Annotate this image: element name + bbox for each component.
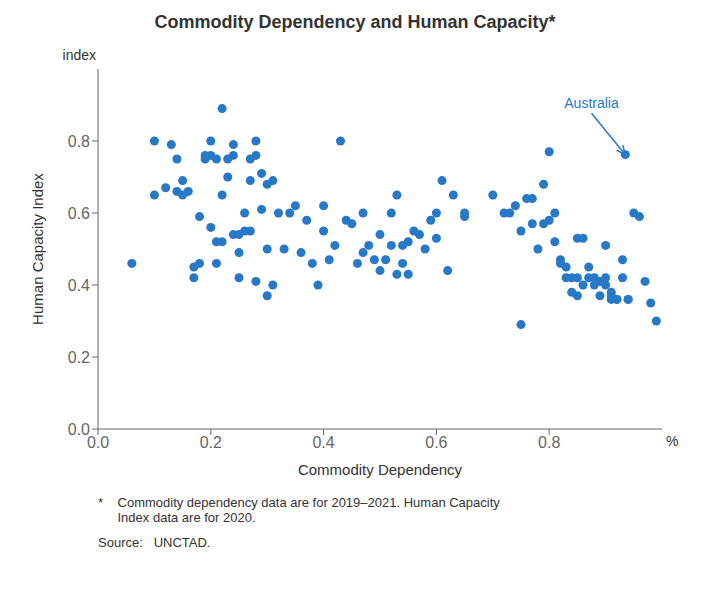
svg-text:0.4: 0.4 bbox=[68, 277, 90, 294]
svg-text:Human Capacity Index: Human Capacity Index bbox=[29, 173, 46, 325]
html-text:* Commodity dependency data ar: * Commodity dependency data are for 2019… bbox=[98, 495, 500, 525]
html-text:index: index bbox=[62, 47, 96, 63]
svg-text:0.6: 0.6 bbox=[425, 434, 447, 451]
html-text:Commodity Dependency and Human: Commodity Dependency and Human Capacity* bbox=[154, 12, 556, 32]
svg-text:0.8: 0.8 bbox=[68, 133, 90, 150]
svg-text:0.0: 0.0 bbox=[68, 421, 90, 438]
svg-text:0.0: 0.0 bbox=[87, 434, 109, 451]
html-text:Source: UNCTAD.: Source: UNCTAD. bbox=[98, 535, 211, 550]
svg-text:0.4: 0.4 bbox=[312, 434, 334, 451]
svg-text:Commodity Dependency: Commodity Dependency bbox=[298, 461, 463, 478]
svg-text:0.2: 0.2 bbox=[68, 349, 90, 366]
svg-text:Australia: Australia bbox=[564, 95, 619, 111]
svg-text:0.2: 0.2 bbox=[200, 434, 222, 451]
svg-text:0.6: 0.6 bbox=[68, 205, 90, 222]
svg-text:0.8: 0.8 bbox=[538, 434, 560, 451]
